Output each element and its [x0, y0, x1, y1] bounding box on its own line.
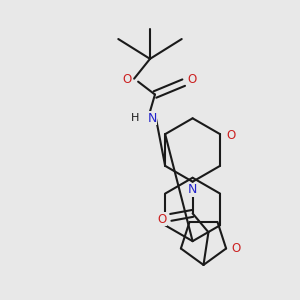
- Text: O: O: [157, 213, 167, 226]
- Text: H: H: [131, 113, 139, 123]
- Text: O: O: [123, 73, 132, 86]
- Text: O: O: [231, 242, 241, 255]
- Text: O: O: [187, 73, 196, 86]
- Text: O: O: [226, 129, 236, 142]
- Text: N: N: [147, 112, 157, 125]
- Text: N: N: [188, 183, 197, 196]
